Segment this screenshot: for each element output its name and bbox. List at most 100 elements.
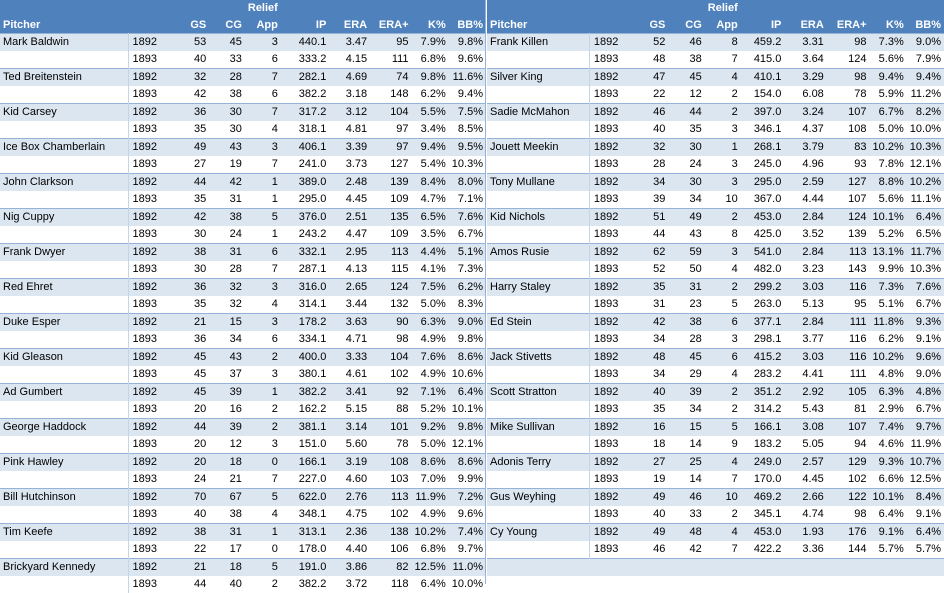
- empty-name-cell: [0, 261, 128, 279]
- gs-cell: 24: [167, 471, 209, 489]
- era-cell: 3.36: [784, 541, 826, 559]
- year-cell: 1892: [128, 174, 167, 192]
- ip-cell: 541.0: [741, 244, 785, 262]
- era-plus-cell: 97: [370, 121, 411, 139]
- era-plus-cell: 116: [827, 279, 870, 297]
- k-pct-cell: 6.8%: [412, 51, 449, 69]
- gs-cell: 36: [167, 331, 209, 349]
- gs-cell: 47: [632, 69, 668, 87]
- k-pct-cell: 5.6%: [870, 191, 907, 209]
- cg-cell: 24: [668, 156, 704, 174]
- k-pct-cell: 6.6%: [870, 471, 907, 489]
- era-header: ERA: [784, 17, 826, 34]
- k-pct-cell: 9.4%: [870, 69, 907, 87]
- cg-cell: 50: [668, 261, 704, 279]
- era-plus-cell: 83: [827, 139, 870, 157]
- era-cell: 2.48: [329, 174, 370, 192]
- year-cell: 1892: [128, 314, 167, 332]
- era-plus-cell: 94: [827, 436, 870, 454]
- year-cell: 1892: [128, 34, 167, 52]
- empty-cell: [705, 559, 741, 577]
- pitcher-name-cell: Ted Breitenstein: [0, 69, 128, 87]
- empty-cell: [487, 576, 589, 593]
- era-plus-cell: 74: [370, 69, 411, 87]
- year-cell: 1893: [128, 401, 167, 419]
- k-pct-cell: 7.3%: [870, 279, 907, 297]
- k-pct-cell: 9.1%: [870, 524, 907, 542]
- app-cell: 4: [245, 506, 281, 524]
- era-plus-cell: 81: [827, 401, 870, 419]
- era-cell: 4.96: [784, 156, 826, 174]
- bb-pct-cell: 10.6%: [449, 366, 486, 384]
- bb-pct-cell: 9.0%: [907, 34, 944, 52]
- k-pct-cell: 3.5%: [412, 226, 449, 244]
- cg-cell: 25: [668, 454, 704, 472]
- era-cell: 2.57: [784, 454, 826, 472]
- ip-cell: 348.1: [281, 506, 329, 524]
- era-plus-cell: 111: [370, 51, 411, 69]
- era-cell: 4.47: [329, 226, 370, 244]
- year-cell: 1892: [589, 34, 632, 52]
- bb-pct-header: BB%: [449, 17, 486, 34]
- ip-cell: 345.1: [741, 506, 785, 524]
- pitcher-name-cell: Frank Killen: [487, 34, 589, 52]
- bb-pct-cell: 9.1%: [907, 331, 944, 349]
- year-cell: 1893: [589, 121, 632, 139]
- era-cell: 2.84: [784, 209, 826, 227]
- gs-cell: 49: [167, 139, 209, 157]
- k-pct-cell: 4.9%: [412, 506, 449, 524]
- era-plus-cell: 124: [827, 209, 870, 227]
- year-cell: 1893: [128, 576, 167, 593]
- gs-cell: 45: [167, 349, 209, 367]
- bb-pct-cell: 11.6%: [449, 69, 486, 87]
- year-cell: 1892: [589, 174, 632, 192]
- cg-cell: 35: [668, 121, 704, 139]
- cg-cell: 23: [668, 296, 704, 314]
- empty-name-cell: [487, 506, 589, 524]
- gs-cell: 45: [167, 366, 209, 384]
- app-cell: 2: [705, 86, 741, 104]
- k-pct-cell: 13.1%: [870, 244, 907, 262]
- era-cell: 2.59: [784, 174, 826, 192]
- ip-cell: 151.0: [281, 436, 329, 454]
- ip-cell: 377.1: [741, 314, 785, 332]
- pitcher-name-cell: Red Ehret: [0, 279, 128, 297]
- app-cell: 3: [705, 121, 741, 139]
- empty-cell: [741, 576, 785, 593]
- ip-cell: 241.0: [281, 156, 329, 174]
- era-plus-cell: 113: [827, 244, 870, 262]
- bb-pct-cell: 11.7%: [907, 244, 944, 262]
- empty-name-cell: [487, 51, 589, 69]
- pitcher-name-cell: Silver King: [487, 69, 589, 87]
- cg-cell: 43: [209, 349, 245, 367]
- k-pct-cell: 3.4%: [412, 121, 449, 139]
- k-pct-cell: 10.2%: [412, 524, 449, 542]
- year-cell: 1892: [128, 384, 167, 402]
- era-plus-cell: 106: [370, 541, 411, 559]
- era-plus-cell: 138: [370, 524, 411, 542]
- app-cell: 1: [705, 139, 741, 157]
- gs-cell: 45: [167, 384, 209, 402]
- era-plus-cell: 132: [370, 296, 411, 314]
- bb-pct-cell: 4.8%: [907, 384, 944, 402]
- k-pct-cell: 4.6%: [870, 436, 907, 454]
- ip-cell: 314.2: [741, 401, 785, 419]
- bb-pct-cell: 9.4%: [907, 69, 944, 87]
- k-pct-cell: 7.4%: [870, 419, 907, 437]
- year-cell: 1892: [589, 69, 632, 87]
- year-cell: 1893: [589, 436, 632, 454]
- ip-cell: 162.2: [281, 401, 329, 419]
